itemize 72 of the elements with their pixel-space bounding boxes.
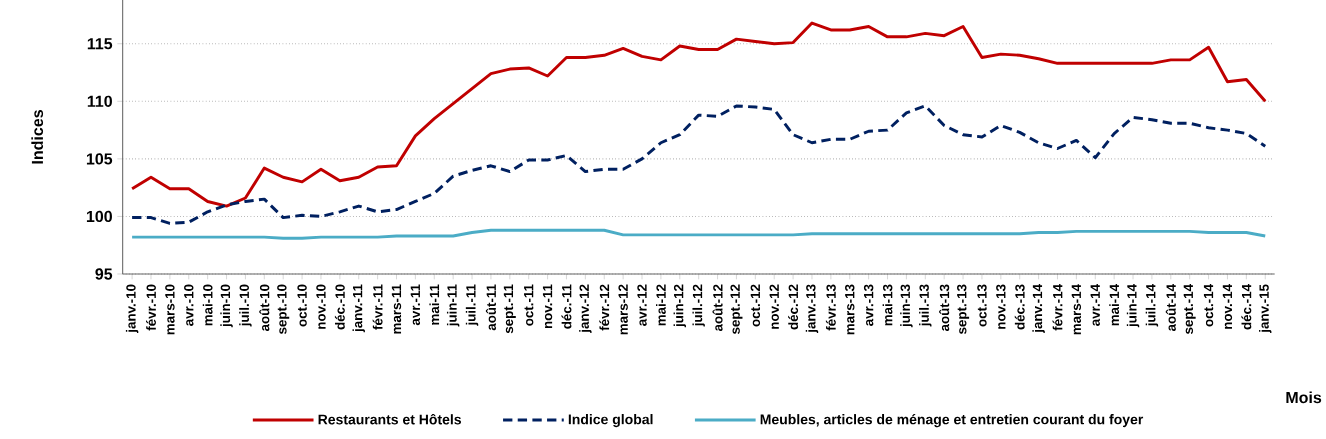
legend-label: Meubles, articles de ménage et entretien courant du foyer	[760, 413, 1144, 428]
x-tick-label: juil.-14	[1145, 284, 1159, 327]
line-series	[130, 104, 1267, 225]
y-tick-label: 95	[95, 268, 113, 280]
x-tick-label: mai-10	[202, 284, 213, 326]
x-tick-label: juil.-11	[465, 284, 479, 326]
y-tick-label: 100	[86, 210, 112, 223]
x-tick-label: avr.-10	[184, 284, 194, 326]
x-tick-label: juin-10	[220, 284, 233, 328]
x-tick-label: août-10	[259, 284, 270, 332]
x-tick-label: avr.-11	[410, 284, 421, 326]
x-tick-label: déc.-13	[1014, 284, 1025, 330]
x-tick-label: août-13	[939, 284, 950, 332]
y-tick-label: 115	[87, 38, 113, 50]
x-tick-label: janv.-12	[579, 284, 592, 333]
x-tick-label: sept.-10	[277, 284, 290, 334]
y-tick-label: 105	[86, 153, 113, 165]
x-tick-label: déc.-12	[788, 284, 799, 330]
x-tick-label: sept.-13	[957, 284, 970, 334]
x-tick-label: févr.-12	[599, 284, 610, 331]
x-tick-label: avr.-13	[863, 284, 874, 326]
x-tick-label: mars-10	[165, 284, 175, 335]
x-tick-label: janv.-15	[1259, 284, 1272, 333]
x-tick-label: mars-14	[1071, 284, 1082, 335]
x-tick-label: juil.-10	[239, 284, 252, 327]
x-tick-label: nov.-11	[542, 284, 553, 329]
x-tick-label: juin-14	[1126, 284, 1140, 328]
y-tick-label: 110	[87, 95, 112, 107]
x-tick-label: févr.-14	[1052, 284, 1063, 331]
x-tick-label: nov.-14	[1222, 284, 1233, 329]
x-tick-label: mars-11	[391, 284, 402, 334]
x-tick-label: janv.-10	[125, 284, 139, 333]
x-tick-label: nov.-12	[769, 284, 779, 329]
x-tick-label: févr.-10	[146, 284, 156, 331]
x-tick-label: juil.-12	[692, 284, 705, 327]
x-tick-label: févr.-11	[372, 284, 383, 330]
x-tick-label: sept.-11	[503, 284, 516, 334]
x-tick-label: août-14	[1165, 284, 1176, 332]
legend-label: Indice global	[568, 414, 653, 428]
x-tick-label: janv.-13	[805, 284, 819, 333]
x-tick-label: mai-12	[656, 284, 666, 326]
x-tick-label: déc.-11	[561, 284, 572, 329]
y-axis-title: Indices	[31, 110, 44, 164]
x-tick-label: oct.-11	[524, 284, 534, 326]
x-tick-label: oct.-12	[750, 284, 761, 327]
x-tick-label: avr.-14	[1090, 284, 1100, 326]
x-tick-label: mai-11	[429, 284, 440, 325]
x-tick-label: mars-12	[618, 284, 628, 335]
x-tick-label: avr.-12	[637, 284, 647, 326]
x-tick-label: mai-13	[882, 284, 893, 326]
x-tick-label: juil.-13	[919, 284, 932, 327]
x-tick-label: janv.-11	[352, 284, 365, 333]
x-tick-label: oct.-13	[977, 284, 987, 327]
x-axis-title: Mois	[1286, 391, 1322, 404]
x-tick-label: juin-11	[446, 284, 460, 327]
x-tick-label: juin-13	[900, 284, 913, 328]
x-tick-label: sept.-12	[730, 284, 743, 334]
x-tick-label: févr.-13	[825, 284, 836, 331]
x-tick-label: juin-12	[673, 284, 686, 328]
x-tick-label: déc.-10	[334, 284, 345, 330]
x-tick-label: janv.-14	[1032, 284, 1045, 333]
legend-label: Restaurants et Hôtels	[318, 413, 461, 425]
x-tick-label: nov.-13	[996, 284, 1006, 329]
x-tick-label: août-12	[712, 284, 723, 332]
x-tick-label: mars-13	[845, 284, 855, 335]
x-tick-label: mai-14	[1109, 284, 1120, 326]
x-tick-label: nov.-10	[316, 284, 326, 329]
x-tick-label: déc.-14	[1241, 284, 1252, 330]
x-tick-label: août-11	[485, 284, 496, 331]
x-tick-label: oct.-10	[297, 284, 307, 327]
x-tick-label: oct.-14	[1203, 284, 1214, 327]
x-tick-label: sept.-14	[1183, 284, 1196, 334]
